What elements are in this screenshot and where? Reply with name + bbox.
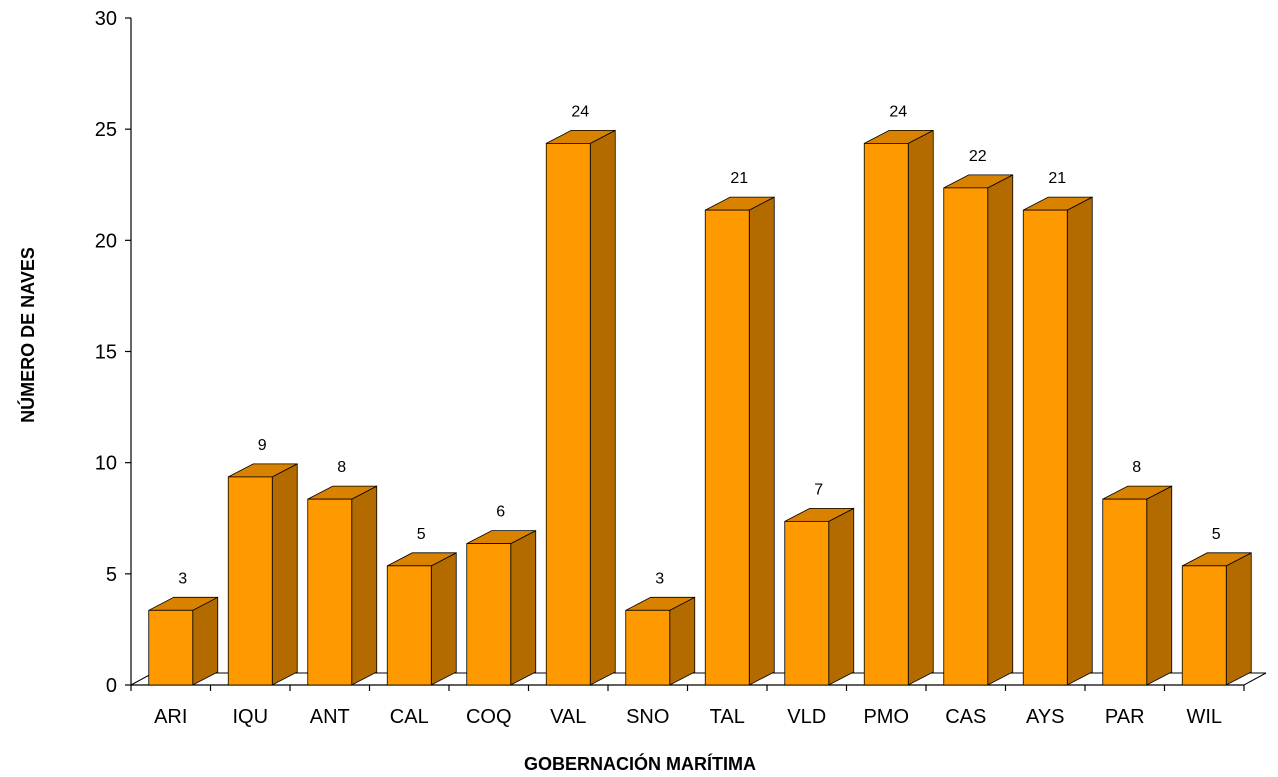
bar-side xyxy=(669,596,696,686)
bar-side xyxy=(271,463,298,686)
x-tick-label: WIL xyxy=(1186,706,1222,728)
bar-side xyxy=(828,507,855,686)
bar-side xyxy=(351,485,378,686)
bar-iqu xyxy=(227,463,298,686)
bar-ays xyxy=(1022,196,1093,686)
bar-side xyxy=(192,596,219,686)
bar-front xyxy=(1181,565,1227,686)
bar-wil xyxy=(1181,552,1252,686)
bar-pmo xyxy=(863,129,934,686)
data-label: 8 xyxy=(337,459,346,476)
bar-ari xyxy=(148,596,219,686)
x-tick-label: VAL xyxy=(550,706,586,728)
bar-val xyxy=(545,129,616,686)
y-tick-label: 15 xyxy=(95,342,117,364)
bar-front xyxy=(784,520,830,686)
data-label: 3 xyxy=(178,570,187,587)
bar-cas xyxy=(943,174,1014,686)
bar-front xyxy=(227,476,273,686)
bar-sno xyxy=(625,596,696,686)
bar-front xyxy=(1022,209,1068,686)
data-labels: 3 9 8 5 6 24 3 21 7 24 22 21 8 5 xyxy=(178,103,1221,587)
data-label: 21 xyxy=(730,170,748,187)
bar-par xyxy=(1102,485,1173,686)
x-tick-label: CAS xyxy=(945,706,986,728)
x-tick-label: TAL xyxy=(710,706,745,728)
y-tick-label: 30 xyxy=(95,8,117,30)
bar-coq xyxy=(466,529,537,686)
y-tick-label: 25 xyxy=(95,119,117,141)
bar-front xyxy=(704,209,750,686)
bar-front xyxy=(148,609,194,686)
x-tick-label: SNO xyxy=(626,706,669,728)
y-tick-label: 20 xyxy=(95,230,117,252)
bar-side xyxy=(907,129,934,686)
bar-side xyxy=(987,174,1014,686)
bar-side xyxy=(1066,196,1093,686)
y-tick-label: 5 xyxy=(106,564,117,586)
bar-side xyxy=(748,196,775,686)
y-tick-label: 0 xyxy=(106,675,117,697)
data-label: 24 xyxy=(889,103,907,120)
bar-front xyxy=(1102,498,1148,686)
bars xyxy=(148,129,1252,686)
bar-front xyxy=(863,142,909,686)
bar-side xyxy=(589,129,616,686)
x-tick-label: ANT xyxy=(310,706,350,728)
y-axis-title: NÚMERO DE NAVES xyxy=(17,247,38,423)
x-tick-label: PMO xyxy=(863,706,909,728)
bar-side xyxy=(1146,485,1173,686)
data-label: 24 xyxy=(571,103,589,120)
y-tick-label: 10 xyxy=(95,453,117,475)
data-label: 5 xyxy=(417,526,426,543)
x-tick-label: PAR xyxy=(1105,706,1145,728)
data-label: 22 xyxy=(969,148,987,165)
x-axis-title: GOBERNACIÓN MARÍTIMA xyxy=(524,753,756,774)
bar-front xyxy=(625,609,671,686)
x-tick-label: COQ xyxy=(466,706,512,728)
bar-front xyxy=(545,142,591,686)
data-label: 3 xyxy=(655,570,664,587)
x-tick-label: CAL xyxy=(390,706,429,728)
bar-vld xyxy=(784,507,855,686)
chart-floor xyxy=(130,672,1267,686)
bar-front xyxy=(386,565,432,686)
x-tick-label: IQU xyxy=(232,706,268,728)
x-tick-label: VLD xyxy=(787,706,826,728)
bar-front xyxy=(307,498,353,686)
floor-outline xyxy=(130,672,1267,686)
bar-front xyxy=(466,543,512,686)
data-label: 9 xyxy=(258,437,267,454)
bar-side xyxy=(1225,552,1252,686)
bar-side xyxy=(430,552,457,686)
bar-cal xyxy=(386,552,457,686)
data-label: 5 xyxy=(1212,526,1221,543)
data-label: 21 xyxy=(1048,170,1066,187)
tick-labels: 0 5 10 15 20 25 30 ARI IQU ANT CAL COQ VAL SNO TAL VLD P… xyxy=(95,8,1222,728)
bar-front xyxy=(943,187,989,686)
data-label: 6 xyxy=(496,504,505,521)
x-tick-label: ARI xyxy=(154,706,187,728)
x-tick-label: AYS xyxy=(1026,706,1065,728)
bar-ant xyxy=(307,485,378,686)
bar-tal xyxy=(704,196,775,686)
bar-side xyxy=(510,529,537,686)
data-label: 7 xyxy=(814,481,823,498)
data-label: 8 xyxy=(1132,459,1141,476)
